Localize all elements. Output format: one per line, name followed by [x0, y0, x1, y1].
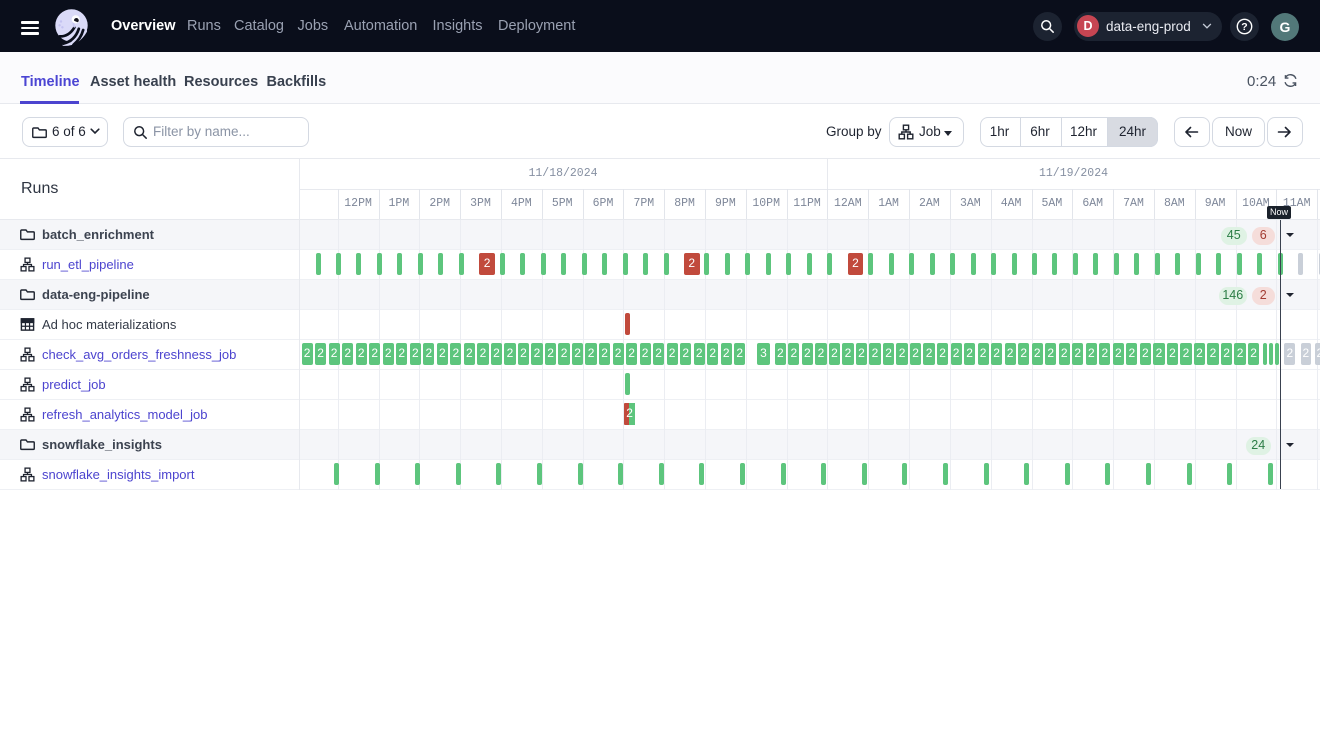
- svg-text:?: ?: [1241, 21, 1247, 33]
